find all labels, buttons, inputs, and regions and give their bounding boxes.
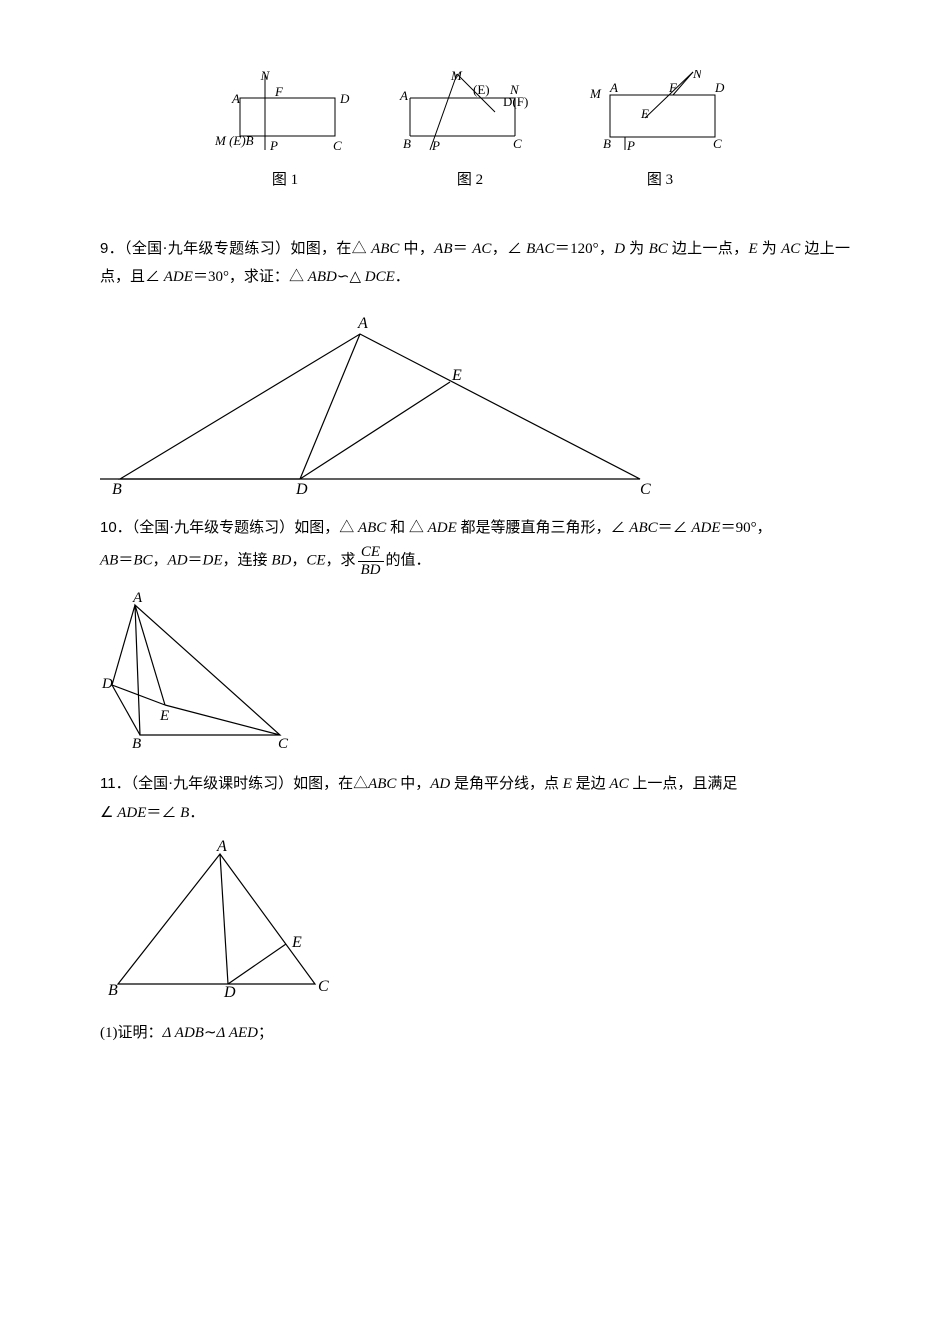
svg-text:D: D [714,80,725,95]
svg-text:E: E [291,934,302,951]
figure-1-svg: N F A D M (E)B P C [215,70,355,160]
p10-source: （全国·九年级专题练习） [132,520,295,536]
svg-text:P: P [269,138,278,153]
svg-text:M (E)B: M (E)B [215,133,254,148]
svg-text:C: C [513,136,522,151]
svg-text:P: P [431,138,440,153]
problem-10: 10．（全国·九年级专题练习）如图，△ ABC 和 △ ADE 都是等腰直角三角… [100,514,850,543]
svg-text:A: A [216,839,227,855]
problem-10-figure: A D E B C [100,590,850,750]
problem-11-sub1: (1)证明：Δ ADB∼Δ AED； [100,1019,850,1048]
svg-text:E: E [159,708,169,724]
svg-text:N: N [260,70,271,83]
svg-text:M: M [589,86,602,101]
svg-text:B: B [403,136,411,151]
problem-11-figure: A E B D C [100,839,850,999]
svg-text:F: F [668,80,678,95]
svg-text:D: D [101,676,113,692]
svg-text:D(F): D(F) [503,94,528,109]
svg-text:C: C [318,978,329,995]
figure-2-svg: M (E) A N D(F) B P C [395,70,545,160]
figure-3-caption: 图 3 [585,166,735,195]
svg-text:D: D [339,91,350,106]
svg-text:C: C [333,138,342,153]
p9-t1: 如图，在 [290,241,351,257]
svg-text:C: C [278,736,289,750]
svg-text:A: A [357,315,368,332]
svg-text:B: B [112,481,122,494]
svg-text:M: M [450,70,463,83]
svg-text:N: N [692,70,703,81]
svg-text:P: P [626,138,635,153]
top-figures-row: N F A D M (E)B P C 图 1 M (E) A N D(F) [100,70,850,195]
p11-source: （全国·九年级课时练习） [131,776,294,792]
problem-10-line2: AB＝BC，AD＝DE，连接 BD，CE，求CEBD的值． [100,544,850,578]
svg-text:A: A [609,80,618,95]
figure-1-block: N F A D M (E)B P C 图 1 [215,70,355,195]
svg-text:D: D [295,481,308,494]
figure-2-block: M (E) A N D(F) B P C 图 2 [395,70,545,195]
svg-text:C: C [713,136,722,151]
svg-text:F: F [274,84,284,99]
fraction-ce-bd: CEBD [358,544,384,578]
figure-3-svg: N M A F D E B P C [585,70,735,160]
svg-text:(E): (E) [473,82,490,97]
svg-text:E: E [451,367,462,384]
figure-3-block: N M A F D E B P C 图 3 [585,70,735,195]
svg-text:D: D [223,984,236,999]
p9-source: （全国·九年级专题练习） [124,241,290,257]
svg-text:A: A [231,91,240,106]
svg-text:B: B [132,736,141,750]
svg-text:B: B [603,136,611,151]
figure-2-caption: 图 2 [395,166,545,195]
p11-number: 11． [100,775,131,792]
svg-text:A: A [132,590,143,606]
p9-number: 9． [100,240,124,257]
svg-text:C: C [640,481,651,494]
figure-1-caption: 图 1 [215,166,355,195]
problem-9: 9．（全国·九年级专题练习）如图，在△ ABC 中，AB＝ AC，∠ BAC＝1… [100,235,850,292]
problem-11: 11．（全国·九年级课时练习）如图，在△ABC 中，AD 是角平分线，点 E 是… [100,770,850,827]
svg-text:E: E [640,106,649,121]
problem-9-figure: A E B D C [100,304,850,494]
svg-text:A: A [399,88,408,103]
svg-text:B: B [108,982,118,999]
p10-number: 10． [100,519,132,536]
